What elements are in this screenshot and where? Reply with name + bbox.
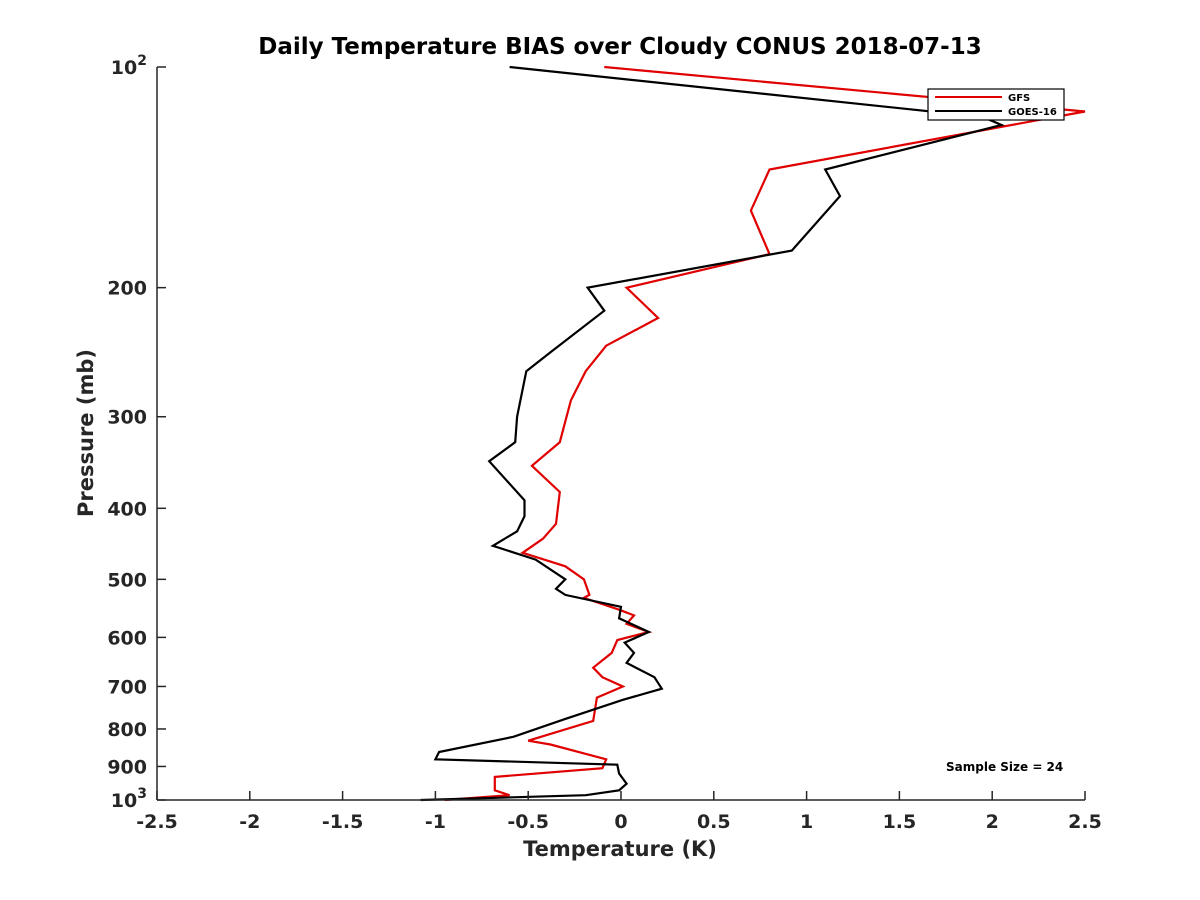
x-tick-label: -2.5 — [136, 811, 178, 833]
x-tick-label: 1.5 — [883, 811, 917, 833]
y-tick-label: 200 — [107, 278, 147, 300]
legend-label-gfs: GFS — [1008, 93, 1030, 104]
y-tick-label: 800 — [107, 719, 147, 741]
y-tick-label: 500 — [107, 569, 147, 591]
y-axis-label: Pressure (mb) — [74, 349, 98, 517]
x-tick-label: -1 — [425, 811, 446, 833]
x-tick-label: 1 — [800, 811, 813, 833]
y-tick-label: 102 — [111, 53, 147, 79]
legend-box — [927, 88, 1065, 121]
x-tick-label: 0.5 — [697, 811, 731, 833]
x-axis-label: Temperature (K) — [523, 837, 717, 861]
legend: GFS GOES-16 — [927, 88, 1065, 121]
series-line-goes16 — [420, 65, 1005, 802]
y-ticks: 102 200 300 400 500 600 700 800 900 103 — [107, 53, 166, 812]
x-tick-label: 2 — [986, 811, 999, 833]
x-tick-label: -2 — [239, 811, 260, 833]
y-tick-label: 700 — [107, 676, 147, 698]
x-tick-label: 0 — [614, 811, 627, 833]
sample-size-annotation: Sample Size = 24 — [946, 760, 1063, 774]
y-tick-label: 600 — [107, 627, 147, 649]
x-tick-label: 2.5 — [1068, 811, 1102, 833]
x-tick-label: -1.5 — [322, 811, 364, 833]
series-layer — [420, 65, 1086, 802]
y-tick-label: 103 — [111, 786, 147, 812]
chart-title: Daily Temperature BIAS over Cloudy CONUS… — [258, 34, 981, 60]
x-ticks: -2.5 -2 -1.5 -1 -0.5 0 0.5 1 1.5 2 2.5 — [136, 791, 1102, 833]
x-tick-label: -0.5 — [507, 811, 549, 833]
legend-label-goes16: GOES-16 — [1008, 107, 1057, 118]
y-tick-label: 300 — [107, 407, 147, 429]
y-tick-label: 900 — [107, 756, 147, 778]
y-tick-label: 400 — [107, 498, 147, 520]
